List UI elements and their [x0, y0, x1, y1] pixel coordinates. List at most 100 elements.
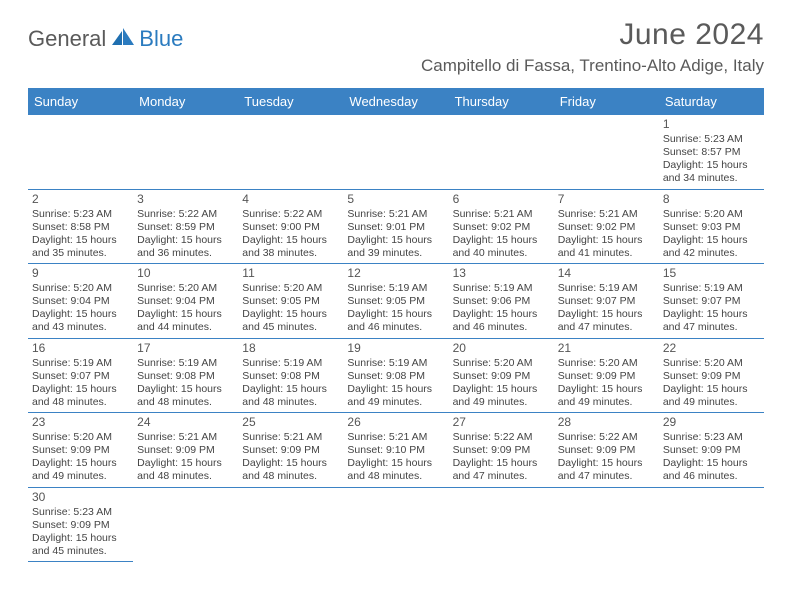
sunrise-text: Sunrise: 5:21 AM: [453, 208, 550, 221]
sunrise-text: Sunrise: 5:23 AM: [32, 208, 129, 221]
sunset-text: Sunset: 9:07 PM: [32, 370, 129, 383]
calendar-day-cell: 7Sunrise: 5:21 AMSunset: 9:02 PMDaylight…: [554, 189, 659, 264]
sunset-text: Sunset: 9:09 PM: [453, 370, 550, 383]
daylight-line1: Daylight: 15 hours: [558, 383, 655, 396]
calendar-day-cell: 12Sunrise: 5:19 AMSunset: 9:05 PMDayligh…: [343, 264, 448, 339]
daylight-line2: and 49 minutes.: [32, 470, 129, 483]
daylight-line1: Daylight: 15 hours: [242, 383, 339, 396]
calendar-day-cell: 9Sunrise: 5:20 AMSunset: 9:04 PMDaylight…: [28, 264, 133, 339]
weekday-header: Tuesday: [238, 88, 343, 115]
daylight-line2: and 46 minutes.: [453, 321, 550, 334]
daylight-line1: Daylight: 15 hours: [347, 234, 444, 247]
calendar-empty-cell: [343, 487, 448, 562]
weekday-header: Saturday: [659, 88, 764, 115]
day-number: 20: [453, 341, 550, 356]
daylight-line1: Daylight: 15 hours: [242, 457, 339, 470]
calendar-day-cell: 1Sunrise: 5:23 AMSunset: 8:57 PMDaylight…: [659, 115, 764, 189]
calendar-week-row: 23Sunrise: 5:20 AMSunset: 9:09 PMDayligh…: [28, 413, 764, 488]
daylight-line2: and 35 minutes.: [32, 247, 129, 260]
day-number: 8: [663, 192, 760, 207]
sunrise-text: Sunrise: 5:20 AM: [453, 357, 550, 370]
calendar-week-row: 1Sunrise: 5:23 AMSunset: 8:57 PMDaylight…: [28, 115, 764, 189]
daylight-line1: Daylight: 15 hours: [32, 383, 129, 396]
daylight-line2: and 38 minutes.: [242, 247, 339, 260]
daylight-line2: and 45 minutes.: [32, 545, 129, 558]
sunrise-text: Sunrise: 5:20 AM: [242, 282, 339, 295]
day-number: 1: [663, 117, 760, 132]
sunset-text: Sunset: 9:09 PM: [558, 370, 655, 383]
sunrise-text: Sunrise: 5:22 AM: [453, 431, 550, 444]
daylight-line2: and 43 minutes.: [32, 321, 129, 334]
sunset-text: Sunset: 9:02 PM: [453, 221, 550, 234]
calendar-week-row: 9Sunrise: 5:20 AMSunset: 9:04 PMDaylight…: [28, 264, 764, 339]
day-number: 18: [242, 341, 339, 356]
daylight-line1: Daylight: 15 hours: [137, 457, 234, 470]
daylight-line1: Daylight: 15 hours: [558, 234, 655, 247]
daylight-line1: Daylight: 15 hours: [32, 308, 129, 321]
daylight-line2: and 36 minutes.: [137, 247, 234, 260]
logo-text-blue: Blue: [139, 26, 183, 52]
sunset-text: Sunset: 9:08 PM: [137, 370, 234, 383]
calendar-empty-cell: [343, 115, 448, 189]
daylight-line2: and 40 minutes.: [453, 247, 550, 260]
daylight-line1: Daylight: 15 hours: [663, 383, 760, 396]
logo-text-general: General: [28, 26, 106, 52]
month-title: June 2024: [421, 18, 764, 52]
location-subtitle: Campitello di Fassa, Trentino-Alto Adige…: [421, 56, 764, 76]
day-number: 5: [347, 192, 444, 207]
day-number: 27: [453, 415, 550, 430]
day-number: 4: [242, 192, 339, 207]
sunrise-text: Sunrise: 5:22 AM: [242, 208, 339, 221]
calendar-empty-cell: [133, 487, 238, 562]
sunset-text: Sunset: 9:06 PM: [453, 295, 550, 308]
logo: General Blue: [28, 26, 183, 52]
calendar-empty-cell: [449, 487, 554, 562]
day-number: 29: [663, 415, 760, 430]
daylight-line1: Daylight: 15 hours: [663, 308, 760, 321]
sunrise-text: Sunrise: 5:20 AM: [663, 208, 760, 221]
calendar-day-cell: 21Sunrise: 5:20 AMSunset: 9:09 PMDayligh…: [554, 338, 659, 413]
sunrise-text: Sunrise: 5:21 AM: [242, 431, 339, 444]
calendar-empty-cell: [28, 115, 133, 189]
calendar-day-cell: 10Sunrise: 5:20 AMSunset: 9:04 PMDayligh…: [133, 264, 238, 339]
daylight-line2: and 47 minutes.: [558, 321, 655, 334]
sunset-text: Sunset: 9:04 PM: [32, 295, 129, 308]
day-number: 23: [32, 415, 129, 430]
sunset-text: Sunset: 9:09 PM: [32, 519, 129, 532]
day-number: 10: [137, 266, 234, 281]
sunrise-text: Sunrise: 5:22 AM: [558, 431, 655, 444]
calendar-day-cell: 28Sunrise: 5:22 AMSunset: 9:09 PMDayligh…: [554, 413, 659, 488]
sunset-text: Sunset: 9:09 PM: [453, 444, 550, 457]
sunrise-text: Sunrise: 5:20 AM: [663, 357, 760, 370]
sunset-text: Sunset: 9:03 PM: [663, 221, 760, 234]
daylight-line2: and 48 minutes.: [242, 470, 339, 483]
daylight-line1: Daylight: 15 hours: [453, 234, 550, 247]
calendar-empty-cell: [554, 487, 659, 562]
daylight-line2: and 42 minutes.: [663, 247, 760, 260]
day-number: 26: [347, 415, 444, 430]
sunrise-text: Sunrise: 5:21 AM: [347, 208, 444, 221]
daylight-line1: Daylight: 15 hours: [137, 308, 234, 321]
sunset-text: Sunset: 9:00 PM: [242, 221, 339, 234]
daylight-line1: Daylight: 15 hours: [453, 308, 550, 321]
sunset-text: Sunset: 9:08 PM: [242, 370, 339, 383]
daylight-line2: and 48 minutes.: [137, 396, 234, 409]
calendar-empty-cell: [554, 115, 659, 189]
weekday-header: Thursday: [449, 88, 554, 115]
weekday-header: Monday: [133, 88, 238, 115]
header: General Blue June 2024 Campitello di Fas…: [0, 0, 792, 80]
sunset-text: Sunset: 8:58 PM: [32, 221, 129, 234]
daylight-line1: Daylight: 15 hours: [453, 383, 550, 396]
sunrise-text: Sunrise: 5:19 AM: [558, 282, 655, 295]
sunrise-text: Sunrise: 5:21 AM: [558, 208, 655, 221]
daylight-line2: and 47 minutes.: [558, 470, 655, 483]
day-number: 19: [347, 341, 444, 356]
calendar-day-cell: 17Sunrise: 5:19 AMSunset: 9:08 PMDayligh…: [133, 338, 238, 413]
daylight-line2: and 49 minutes.: [558, 396, 655, 409]
daylight-line1: Daylight: 15 hours: [347, 383, 444, 396]
day-number: 16: [32, 341, 129, 356]
daylight-line1: Daylight: 15 hours: [347, 457, 444, 470]
daylight-line1: Daylight: 15 hours: [663, 159, 760, 172]
sunrise-text: Sunrise: 5:20 AM: [137, 282, 234, 295]
weekday-header-row: Sunday Monday Tuesday Wednesday Thursday…: [28, 88, 764, 115]
